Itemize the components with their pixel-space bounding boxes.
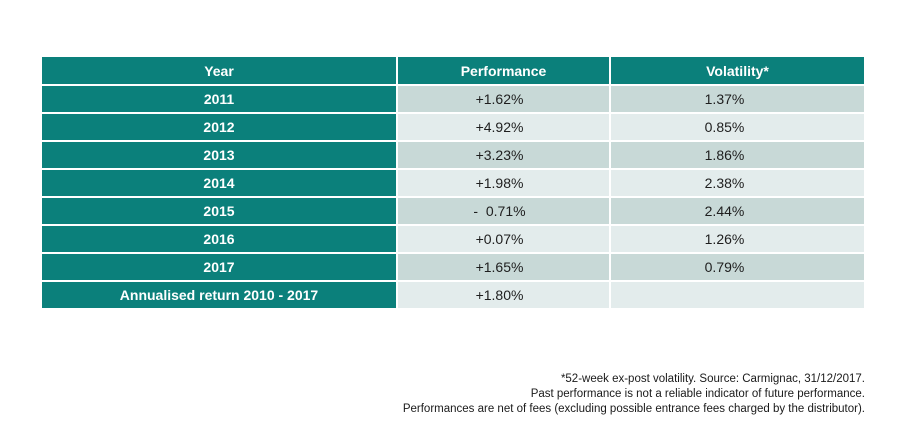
footnote-net-of-fees: Performances are net of fees (excluding … [402, 403, 865, 415]
header-volatility: Volatility* [611, 57, 864, 86]
performance-cell: +3.23% [398, 142, 611, 170]
performance-cell: +0.07% [398, 226, 611, 254]
table-row: 2016 +0.07% 1.26% [42, 226, 864, 254]
table-row: 2017 +1.65% 0.79% [42, 254, 864, 282]
annualised-performance-cell: +1.80% [398, 282, 611, 310]
table-row: 2012 +4.92% 0.85% [42, 114, 864, 142]
year-cell: 2017 [42, 254, 398, 282]
header-performance: Performance [398, 57, 611, 86]
year-cell: 2013 [42, 142, 398, 170]
volatility-cell: 2.38% [611, 170, 864, 198]
year-cell: 2014 [42, 170, 398, 198]
volatility-cell: 1.86% [611, 142, 864, 170]
year-cell: 2012 [42, 114, 398, 142]
performance-cell: +1.65% [398, 254, 611, 282]
annualised-return-row: Annualised return 2010 - 2017 +1.80% [42, 282, 864, 310]
table-row: 2011 +1.62% 1.37% [42, 86, 864, 114]
volatility-cell: 2.44% [611, 198, 864, 226]
footnote-volatility-source: *52-week ex-post volatility. Source: Car… [560, 373, 865, 385]
year-cell: 2015 [42, 198, 398, 226]
table-row: 2014 +1.98% 2.38% [42, 170, 864, 198]
performance-table: Year Performance Volatility* 2011 +1.62%… [42, 57, 864, 310]
volatility-cell: 1.37% [611, 86, 864, 114]
footnotes: *52-week ex-post volatility. Source: Car… [403, 372, 865, 417]
volatility-cell: 0.85% [611, 114, 864, 142]
annualised-volatility-cell [611, 282, 864, 310]
year-cell: 2011 [42, 86, 398, 114]
volatility-cell: 1.26% [611, 226, 864, 254]
annualised-label: Annualised return 2010 - 2017 [42, 282, 398, 310]
table-header-row: Year Performance Volatility* [42, 57, 864, 86]
table-row: 2013 +3.23% 1.86% [42, 142, 864, 170]
volatility-cell: 0.79% [611, 254, 864, 282]
performance-cell: +4.92% [398, 114, 611, 142]
table-row: 2015 - 0.71% 2.44% [42, 198, 864, 226]
footnote-past-performance: Past performance is not a reliable indic… [530, 388, 865, 400]
performance-cell: +1.62% [398, 86, 611, 114]
performance-cell: - 0.71% [398, 198, 611, 226]
performance-cell: +1.98% [398, 170, 611, 198]
header-year: Year [42, 57, 398, 86]
year-cell: 2016 [42, 226, 398, 254]
